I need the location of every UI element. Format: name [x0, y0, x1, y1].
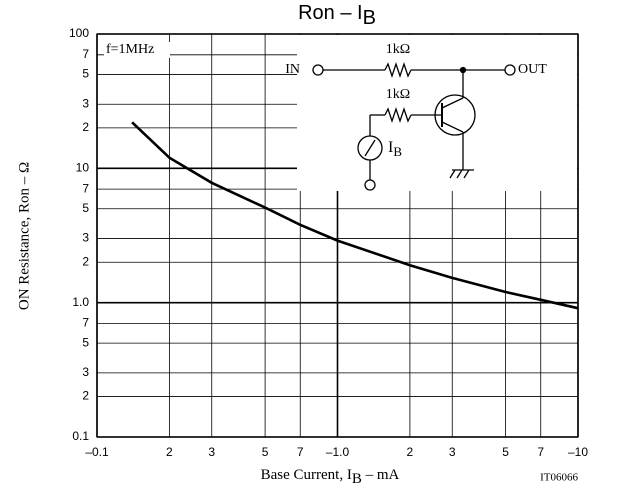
x-tick-label: –0.1 [85, 445, 109, 459]
x-axis-label: Base Current, IB – mA [261, 467, 400, 487]
y-tick-label: 2 [82, 120, 89, 134]
y-tick-label: 1.0 [72, 295, 89, 309]
plot-frame [96, 33, 579, 438]
condition-label: f=1MHz [106, 42, 154, 57]
circuit [312, 61, 516, 191]
chart-title: Ron – IB [298, 2, 376, 29]
y-tick-label: 3 [82, 365, 89, 379]
x-tick-label: 2 [407, 445, 414, 459]
source-label: IB [388, 139, 402, 159]
figure-code: IT06066 [540, 472, 578, 484]
y-tick-label: 3 [82, 96, 89, 110]
x-tick-label: 5 [262, 445, 269, 459]
y-tick-label: 5 [82, 201, 89, 215]
y-tick-label: 5 [82, 335, 89, 349]
circuit-input: IN [285, 62, 300, 77]
y-tick-label: 3 [82, 231, 89, 245]
resistor-label: 1kΩ [386, 87, 410, 102]
y-tick-label: 5 [82, 67, 89, 81]
circuit-output: OUT [518, 62, 547, 77]
y-tick-label: 2 [82, 389, 89, 403]
x-tick-label: 5 [502, 445, 509, 459]
x-tick-label: 3 [449, 445, 456, 459]
x-tick-label: 7 [537, 445, 544, 459]
y-tick-label: 7 [82, 316, 89, 330]
y-axis-label: ON Resistance, Ron – Ω [16, 162, 32, 310]
x-tick-label: 3 [208, 445, 215, 459]
y-tick-label: 10 [76, 161, 90, 175]
y-tick-label: 7 [82, 47, 89, 61]
x-tick-label: –10 [568, 445, 588, 459]
x-tick-label: 7 [297, 445, 304, 459]
condition-background [104, 42, 170, 58]
x-tick-label: 2 [166, 445, 173, 459]
y-tick-label: 2 [82, 254, 89, 268]
data-line [131, 121, 579, 310]
inset-background [297, 35, 577, 191]
resistor-label: 1kΩ [386, 42, 410, 57]
y-tick-label: 7 [82, 181, 89, 195]
x-tick-label: –1.0 [326, 445, 350, 459]
y-tick-label: 100 [69, 26, 89, 40]
y-tick-label: 0.1 [72, 429, 89, 443]
